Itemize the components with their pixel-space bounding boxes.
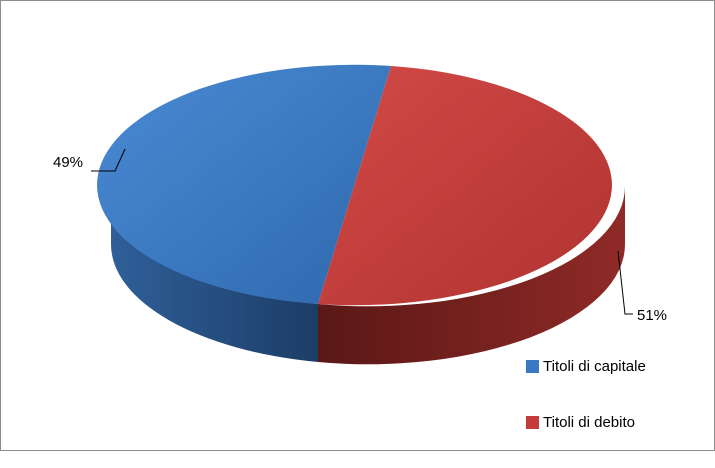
leader-line-capitale xyxy=(91,148,126,172)
leader-line-debito xyxy=(617,250,633,315)
pie-side-capitale xyxy=(110,186,318,362)
legend-item-titoli-di-capitale: Titoli di capitale xyxy=(526,356,706,376)
pie-slice-capitale xyxy=(97,64,391,304)
pie-slice-debito xyxy=(318,66,612,306)
legend-swatch-capitale xyxy=(526,359,539,373)
chart-area: 49% 51% Titoli di capitale Titoli di debi… xyxy=(0,0,715,451)
legend-label: Titoli di capitale xyxy=(543,357,646,375)
data-label-debito: 51% xyxy=(637,307,667,324)
legend: Titoli di capitale Titoli di debito xyxy=(526,356,706,468)
legend-label: Titoli di debito xyxy=(543,413,635,431)
pie-chart: 49% 51% xyxy=(53,64,667,365)
pie-side-debito xyxy=(318,186,626,365)
legend-item-titoli-di-debito: Titoli di debito xyxy=(526,412,706,432)
legend-swatch-debito xyxy=(526,415,539,429)
data-label-capitale: 49% xyxy=(53,154,83,171)
